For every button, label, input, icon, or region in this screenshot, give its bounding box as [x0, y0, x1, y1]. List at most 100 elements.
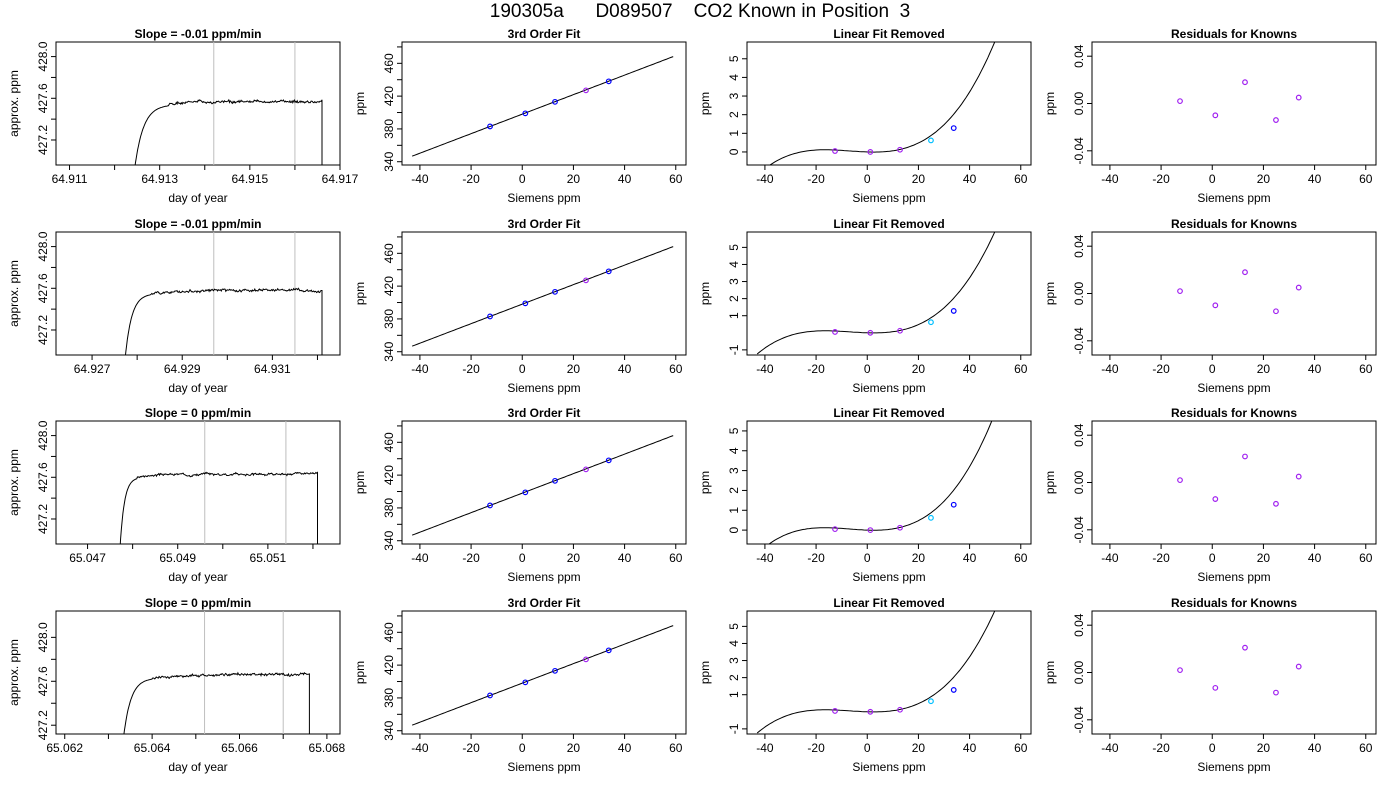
y-tick-label: 420 [382, 86, 396, 106]
x-tick-label: -40 [1101, 741, 1119, 755]
panel-2-2: 3rd Order Fit -40 -20 0 20 40 60 340 380 420 460 Si… [353, 217, 687, 395]
x-tick-label: 0 [1209, 172, 1216, 186]
y-tick-label: 5 [727, 623, 741, 630]
data-point [552, 667, 558, 674]
plot-area [123, 611, 310, 734]
data-point [897, 706, 903, 713]
data-point [522, 679, 529, 686]
x-tick-label: -20 [807, 362, 825, 376]
y-tick-label: 427.6 [36, 666, 50, 696]
y-tick-label: 428.0 [36, 622, 50, 652]
data-point [867, 708, 874, 715]
y-tick-label: 5 [727, 244, 741, 251]
y-tick-label: -1 [727, 344, 741, 355]
data-point [487, 692, 493, 699]
data-point [832, 708, 838, 714]
x-tick-label: -20 [462, 362, 480, 376]
data-point [1295, 473, 1302, 480]
x-tick-label: 0 [1209, 551, 1216, 565]
data-point [928, 319, 934, 326]
y-tick-label: 2 [727, 674, 741, 681]
panel-title: 3rd Order Fit [508, 217, 581, 231]
y-tick-label: 0.04 [1072, 423, 1086, 447]
panel-3-4: Residuals for Knowns -40 -20 0 20 40 60 -0.04 0.… [1043, 406, 1377, 584]
fit-curve [756, 232, 996, 355]
x-tick-label: 40 [1308, 741, 1322, 755]
x-tick-label: 0 [519, 172, 526, 186]
y-tick-label: 340 [382, 720, 396, 740]
panel-1-3: Linear Fit Removed -40 -20 0 20 40 60 0 1 2 3 4 5 Sie… [698, 27, 1032, 205]
panel-title: Residuals for Knowns [1171, 217, 1297, 231]
y-tick-label: 5 [727, 55, 741, 62]
x-tick-label: 0 [864, 362, 871, 376]
x-tick-label: 20 [567, 172, 581, 186]
data-point [552, 477, 558, 484]
x-tick-label: 40 [618, 362, 632, 376]
panel-2-3: Linear Fit Removed -40 -20 0 20 40 60 -1 1 2 3 4 5 Si… [698, 217, 1032, 395]
panel-title: Residuals for Knowns [1171, 596, 1297, 610]
y-axis-label: ppm [698, 661, 712, 684]
data-point [1242, 644, 1248, 651]
plot-frame [746, 610, 1032, 735]
data-point [950, 687, 957, 693]
data-point [1295, 94, 1302, 101]
x-tick-label: 64.929 [164, 362, 201, 376]
y-tick-label: 3 [727, 467, 741, 474]
data-point [1295, 284, 1302, 291]
x-tick-label: 40 [1308, 362, 1322, 376]
x-tick-label: 65.066 [221, 741, 258, 755]
plot-frame [746, 231, 1032, 356]
y-tick-label: 380 [382, 688, 396, 708]
y-tick-label: 0.00 [1072, 281, 1086, 305]
y-tick-label: 3 [727, 92, 741, 99]
data-point [605, 78, 612, 85]
y-tick-label: 427.6 [36, 273, 50, 303]
x-tick-label: -20 [462, 741, 480, 755]
plot-frame [401, 231, 687, 356]
data-point [1177, 98, 1183, 105]
x-tick-label: 20 [912, 172, 926, 186]
y-tick-label: 380 [382, 498, 396, 518]
x-tick-label: 64.913 [141, 172, 178, 186]
plot-frame [1091, 610, 1377, 735]
data-point [583, 277, 589, 284]
fit-curve [412, 435, 674, 536]
plot-frame [401, 41, 687, 166]
x-tick-label: -40 [756, 551, 774, 565]
x-tick-label: 20 [567, 551, 581, 565]
y-axis-label: ppm [353, 661, 367, 684]
y-tick-label: 420 [382, 276, 396, 296]
y-tick-label: 380 [382, 119, 396, 139]
data-point [897, 524, 903, 531]
y-tick-label: -0.04 [1072, 706, 1086, 734]
data-point [522, 110, 529, 117]
data-point [1273, 689, 1279, 696]
plot-area [756, 611, 996, 734]
fit-curve [412, 625, 674, 726]
x-tick-label: -40 [756, 172, 774, 186]
y-tick-label: 460 [382, 432, 396, 452]
x-axis-label: Siemens ppm [852, 570, 925, 584]
x-tick-label: 60 [1359, 741, 1373, 755]
panel-title: Linear Fit Removed [833, 406, 944, 420]
y-tick-label: 428.0 [36, 231, 50, 261]
data-point [522, 489, 529, 496]
panel-1-2: 3rd Order Fit -40 -20 0 20 40 60 340 380 420 460 Si… [353, 27, 687, 205]
x-tick-label: 65.064 [134, 741, 171, 755]
panel-3-3: Linear Fit Removed -40 -20 0 20 40 60 0 1 2 3 4 5 Sie… [698, 406, 1032, 584]
data-point [897, 327, 903, 334]
y-tick-label: 0.00 [1072, 660, 1086, 684]
y-axis-label: ppm [1043, 282, 1057, 305]
concentration-trace [123, 671, 310, 734]
x-tick-label: -20 [807, 551, 825, 565]
x-tick-label: -40 [411, 172, 429, 186]
plot-area [124, 232, 323, 355]
data-point [1273, 500, 1279, 507]
panel-4-3: Linear Fit Removed -40 -20 0 20 40 60 -1 1 2 3 4 5 Si… [698, 596, 1032, 774]
x-axis-label: day of year [168, 760, 227, 774]
plot-frame [746, 41, 1032, 166]
x-tick-label: 20 [912, 741, 926, 755]
y-tick-label: 0.04 [1072, 44, 1086, 68]
y-axis-label: approx. ppm [7, 260, 21, 327]
y-tick-label: 0.04 [1072, 613, 1086, 637]
